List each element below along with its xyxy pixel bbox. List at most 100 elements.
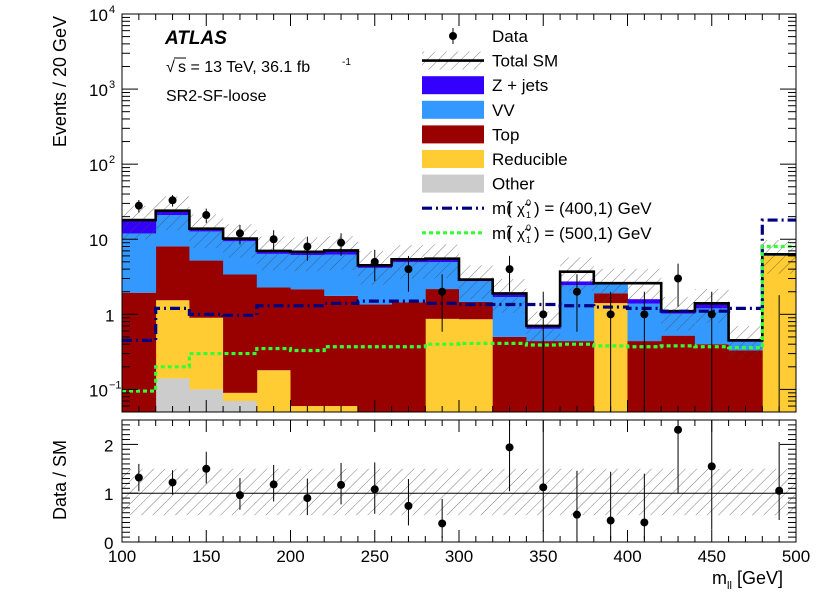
stack-bar [459,319,494,412]
x-axis-title: m ll [GeV] [712,568,783,592]
atlas-label: ATLAS [164,28,227,49]
legend-label: Top [492,125,519,144]
stack-bar [560,341,595,412]
legend-label: Reducible [492,150,568,169]
ratio-point [572,510,581,519]
stack-bar [425,318,460,412]
x-tick-label: 450 [698,547,726,566]
ratio-point [370,485,379,494]
svg-text:ll: ll [727,580,732,592]
data-point [572,287,581,296]
legend-label-chi-sup: 0 [526,223,531,233]
legend: Data Total SM Z + jets VV Top Reducible Other m… [422,27,652,245]
stack-bar [459,301,494,320]
x-tick-label: 150 [192,547,220,566]
ratio-y-tick-label: 1 [104,485,113,504]
legend-item-top: Top [422,125,519,144]
x-tick-label: 500 [782,547,810,566]
data-point [303,242,312,251]
data-point [505,265,514,274]
data-point [370,257,379,266]
x-tick-label: 250 [361,547,389,566]
ratio-point [202,464,211,473]
data-point [202,211,211,220]
signal-line-1 [122,218,796,342]
legend-item-vv: VV [422,100,515,120]
stack-bar [391,302,426,412]
legend-item-signal-1: m(l̃ χ̃ 01) = (400,1) GeV [422,198,652,220]
stack-bar [223,274,258,393]
ratio-uncertainty-band [122,468,796,516]
stack-bar [122,233,157,293]
y-axis-title: Events / 20 GeV [50,16,70,147]
legend-label-pre: m( [492,224,512,243]
data-point [606,310,615,319]
svg-text:m: m [712,568,727,588]
uncertainty-bin [728,326,763,360]
x-tick-label: 350 [529,547,557,566]
legend-item-other: Other [422,174,535,194]
legend-swatch [422,174,484,193]
legend-marker [449,32,457,40]
ratio-point [168,478,177,487]
energy-label: √ s = 13 TeV, 36.1 fb -1 [166,57,351,76]
legend-label: Other [492,175,535,194]
ratio-point [404,501,413,510]
ratio-point [505,443,514,452]
stack-bar [256,287,291,371]
x-tick-label: 200 [276,547,304,566]
x-tick-label: 100 [108,547,136,566]
y-tick-label: 10 [89,81,108,100]
ratio-point [337,480,346,489]
ratio-uncertainty-bin [459,468,493,516]
legend-label-chi-sup: 0 [526,198,531,208]
legend-label-slepton: l̃ [506,200,513,218]
signal-line-2 [122,244,796,393]
ratio-point [269,480,278,489]
y-tick-exponent: 3 [109,79,115,91]
data-point [640,310,649,319]
data-points [134,195,780,412]
legend-label: Data [492,27,528,46]
x-tick-label: 400 [613,547,641,566]
svg-text:√: √ [166,59,175,76]
legend-label: Total SM [492,52,558,71]
uncertainty-bin [459,265,493,300]
ratio-point [539,483,548,492]
ratio-point [303,494,312,503]
legend-item-data: Data [449,27,528,46]
ratio-point [235,491,244,500]
region-label: SR2-SF-loose [166,88,267,105]
main-plot [122,195,796,412]
legend-label: Z + jets [492,76,548,95]
data-point [269,235,278,244]
data-point [134,201,143,210]
legend-item-signal-2: m(l̃ χ̃ 01) = (500,1) GeV [422,223,652,245]
stack-bar [155,246,190,301]
y-tick-label: 10 [89,231,108,250]
data-point [235,229,244,238]
stack-bar [189,260,224,318]
ratio-point [640,518,649,527]
x-tick-label: 300 [445,547,473,566]
data-point [438,287,447,296]
data-point [539,310,548,319]
svg-text:[GeV]: [GeV] [737,568,783,588]
legend-swatch [422,76,484,95]
legend-label-post: ) = (400,1) GeV [534,199,652,218]
data-point [168,196,177,205]
stack-bar [661,335,696,412]
data-point [404,265,413,274]
legend-label: VV [492,101,515,120]
legend-swatch [422,125,484,144]
legend-label-chi-sub: 1 [526,210,531,220]
ratio-point [606,516,615,525]
ratio-point [707,462,716,471]
stack-bar [290,289,325,407]
y-tick-label: 10 [89,156,108,175]
legend-item-reducible: Reducible [422,150,568,169]
ratio-point [674,425,683,434]
stack-bar [357,304,392,412]
